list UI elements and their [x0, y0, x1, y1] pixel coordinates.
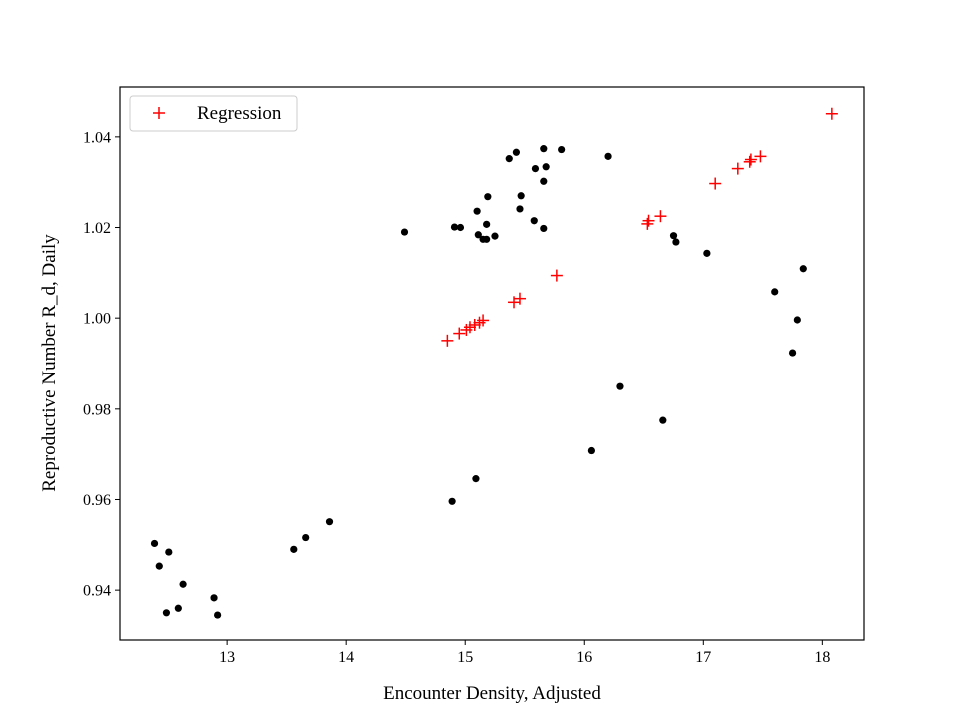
regression-point — [550, 269, 563, 282]
regression-point — [654, 210, 667, 223]
y-tick-label: 0.94 — [83, 583, 111, 600]
data-point — [174, 604, 182, 612]
data-point — [587, 446, 595, 455]
y-axis-label: Reproductive Number R_d, Daily — [39, 234, 60, 492]
data-point — [558, 145, 566, 154]
regression-point — [743, 155, 756, 168]
data-point — [302, 533, 310, 542]
legend-marker-regression — [153, 107, 165, 119]
data-point — [450, 223, 459, 231]
regression-point — [731, 162, 744, 175]
data-point — [325, 518, 334, 526]
x-axis-label: Encounter Density, Adjusted — [383, 683, 601, 704]
data-point — [474, 231, 482, 239]
regression-point — [453, 327, 466, 340]
data-point — [799, 265, 807, 273]
data-point — [672, 238, 680, 246]
x-tick-label: 16 — [576, 649, 592, 666]
data-point — [165, 548, 173, 556]
data-point — [540, 224, 548, 233]
legend-label-regression: Regression — [197, 103, 282, 124]
regression-point — [441, 334, 454, 347]
data-point — [530, 217, 538, 225]
data-point — [512, 148, 521, 156]
data-point — [669, 232, 678, 240]
data-point — [448, 497, 456, 505]
regression-point — [744, 153, 757, 166]
data-point — [491, 232, 499, 240]
regression-point — [468, 318, 481, 331]
data-point — [703, 249, 711, 257]
data-point — [214, 611, 222, 619]
regression-point — [825, 107, 838, 120]
data-point — [659, 416, 667, 424]
regression-point — [709, 177, 722, 190]
regression-point — [641, 217, 654, 230]
data-point — [542, 163, 550, 171]
y-axis: 0.94 0.96 0.98 1.00 1.02 1.04 — [83, 129, 120, 600]
data-point — [517, 192, 525, 200]
data-point — [540, 145, 548, 153]
data-point — [604, 152, 612, 160]
data-point — [540, 177, 548, 185]
data-point — [162, 609, 171, 617]
x-axis: 13 14 15 16 17 18 — [219, 640, 830, 666]
legend: Regression — [129, 95, 298, 132]
plot-area — [150, 107, 838, 619]
y-tick-label: 0.96 — [83, 492, 111, 509]
data-point — [505, 155, 513, 163]
x-tick-label: 18 — [814, 649, 830, 666]
y-tick-label: 1.00 — [83, 311, 111, 328]
plot-frame — [119, 86, 865, 641]
legend-frame — [129, 95, 298, 132]
data-point — [483, 235, 491, 243]
data-point — [456, 223, 465, 232]
x-tick-label: 17 — [695, 649, 711, 666]
y-tick-label: 0.98 — [83, 401, 111, 418]
data-point — [483, 220, 491, 228]
data-point — [531, 164, 540, 173]
x-tick-label: 14 — [338, 649, 354, 666]
data-point — [473, 207, 481, 215]
regression-point — [513, 292, 526, 305]
regression-point — [754, 150, 767, 163]
regression-point — [642, 214, 655, 227]
y-tick-label: 1.02 — [83, 220, 111, 237]
y-tick-label: 1.04 — [83, 129, 111, 146]
data-point — [788, 349, 797, 357]
data-point — [400, 228, 409, 236]
x-tick-label: 15 — [457, 649, 473, 666]
data-point — [150, 539, 159, 548]
data-point — [771, 288, 779, 296]
data-point — [290, 545, 298, 553]
data-point — [210, 594, 218, 602]
regression-point — [463, 321, 476, 334]
regression-point — [477, 314, 490, 327]
data-point — [472, 475, 480, 483]
data-point — [179, 580, 187, 588]
x-tick-label: 13 — [219, 649, 235, 666]
data-point — [616, 382, 624, 390]
data-point — [793, 316, 801, 324]
data-point — [516, 205, 524, 213]
data-point — [484, 193, 492, 201]
data-point — [155, 562, 163, 570]
